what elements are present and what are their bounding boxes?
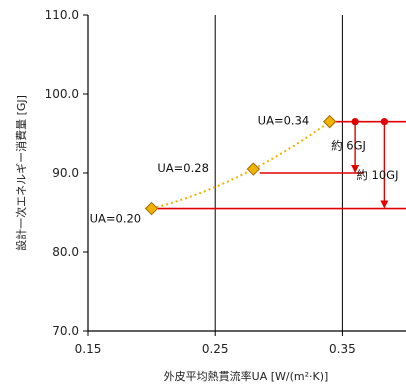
y-tick-label: 70.0 [52,324,79,338]
axes: 70.0 80.0 90.0 100.0 110.0 0.15 0.25 0.35外皮平均熱貫… [14,8,406,383]
annotation-arrow-head [380,200,389,209]
annotation-dot [380,118,388,126]
data-point-marker [322,114,337,129]
x-tick-label: 0.35 [329,342,356,356]
data-points [144,114,337,216]
y-axis-title: 設計一次エネルギー消費量 [GJ] [14,95,28,251]
y-tick-label: 110.0 [45,8,79,22]
annotation-label: 約 6GJ [331,138,366,152]
x-axis-title: 外皮平均熱貫流率UA [W/(m²·K)] [164,369,329,383]
data-point-label: UA=0.20 [90,212,142,226]
trend-curve-path [151,120,331,210]
x-tick-label: 0.15 [75,342,102,356]
trend-curve [151,120,331,210]
reference-lines [157,120,406,210]
data-point-marker [144,201,159,216]
y-tick-label: 100.0 [45,87,79,101]
x-tick-label: 0.25 [202,342,229,356]
data-point-label: UA=0.28 [157,161,209,175]
y-tick-label: 80.0 [52,245,79,259]
point-labels: UA=0.20 UA=0.28 UA=0.34 [90,114,310,226]
data-point-marker [246,162,261,176]
annotation-label: 約 10GJ [356,168,398,182]
data-point-label: UA=0.34 [258,114,310,128]
y-tick-label: 90.0 [52,166,79,180]
annotations: 約 6GJ 約 10GJ [331,118,398,209]
annotation-dot [351,118,359,126]
annotation-arrow-head [351,165,360,173]
